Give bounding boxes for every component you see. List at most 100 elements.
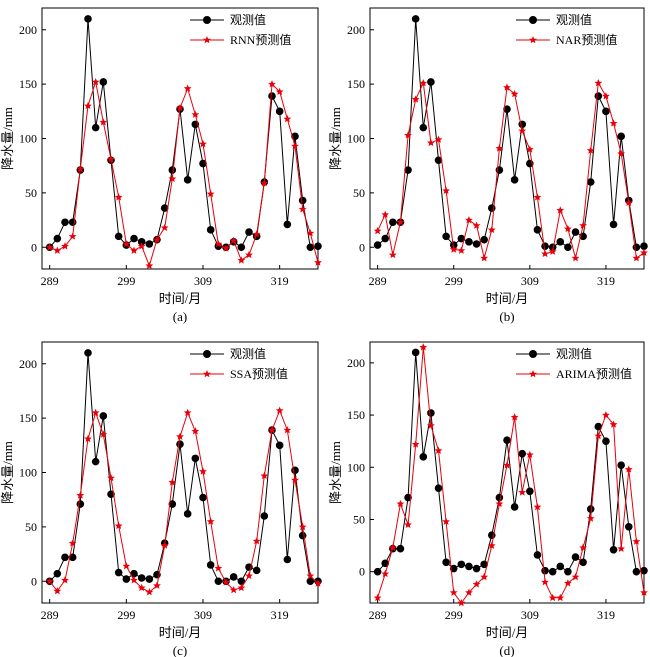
x-tick-label: 289 bbox=[369, 608, 387, 622]
y-axis-label: 降水量/mm bbox=[328, 107, 343, 170]
chart-legend: 观测值 ARIMA预测值 bbox=[516, 346, 632, 381]
predicted-data-point bbox=[541, 249, 549, 258]
observed-data-point bbox=[114, 568, 123, 577]
predicted-series-line bbox=[377, 347, 645, 604]
observed-data-point bbox=[594, 422, 603, 431]
observed-data-point bbox=[472, 240, 481, 248]
y-axis-label: 降水量/mm bbox=[328, 441, 343, 504]
predicted-data-point bbox=[518, 488, 527, 496]
predicted-data-point bbox=[480, 254, 489, 262]
observed-data-point bbox=[199, 493, 207, 502]
predicted-data-point bbox=[373, 226, 382, 235]
y-axis-label: 降水量/mm bbox=[0, 441, 15, 504]
predicted-series-line bbox=[49, 409, 319, 593]
y-tick-label: 50 bbox=[353, 512, 365, 526]
legend-predicted-marker bbox=[203, 370, 211, 378]
observed-data-point bbox=[145, 575, 154, 583]
observed-data-point bbox=[457, 234, 466, 243]
x-tick-label: 309 bbox=[194, 274, 212, 288]
x-tick-label: 299 bbox=[117, 274, 135, 288]
observed-data-point bbox=[411, 15, 420, 23]
observed-series-line bbox=[49, 18, 319, 249]
predicted-data-point bbox=[145, 261, 154, 270]
predicted-data-point bbox=[61, 576, 69, 584]
y-axis-label: 降水量/mm bbox=[0, 107, 15, 170]
observed-data-point bbox=[427, 78, 435, 86]
y-tick-label: 50 bbox=[25, 186, 37, 200]
observed-data-point bbox=[160, 204, 169, 212]
observed-data-point bbox=[510, 176, 519, 184]
chart-legend: 观测值 RNN预测值 bbox=[190, 12, 291, 47]
x-tick-label: 299 bbox=[117, 608, 135, 622]
legend-observed-label: 观测值 bbox=[230, 346, 266, 361]
observed-data-point bbox=[245, 228, 253, 236]
observed-data-point bbox=[252, 566, 261, 575]
y-tick-label: 50 bbox=[25, 520, 37, 534]
predicted-data-point bbox=[449, 588, 458, 596]
observed-data-point bbox=[632, 243, 641, 252]
y-tick-label: 200 bbox=[347, 23, 365, 37]
predicted-data-point bbox=[548, 593, 557, 602]
observed-data-point bbox=[617, 461, 625, 469]
observed-data-point bbox=[130, 234, 138, 243]
predicted-data-point bbox=[556, 593, 565, 602]
observed-data-point bbox=[442, 232, 450, 241]
y-tick-label: 150 bbox=[347, 77, 365, 91]
x-tick-label: 289 bbox=[41, 608, 59, 622]
predicted-data-point bbox=[472, 221, 481, 229]
observed-data-point bbox=[465, 562, 473, 571]
y-tick-label: 100 bbox=[347, 132, 365, 146]
observed-series-line bbox=[377, 352, 645, 573]
x-tick-label: 299 bbox=[445, 608, 463, 622]
observed-data-point bbox=[624, 522, 633, 531]
observed-data-point bbox=[137, 574, 146, 582]
x-tick-label: 319 bbox=[271, 608, 289, 622]
observed-data-point bbox=[237, 243, 246, 252]
legend-predicted-marker bbox=[203, 36, 211, 44]
observed-data-point bbox=[480, 235, 488, 244]
observed-data-point bbox=[594, 92, 603, 100]
observed-data-point bbox=[564, 567, 572, 576]
legend-predicted-label: RNN预测值 bbox=[230, 32, 291, 47]
predicted-data-point bbox=[53, 246, 62, 254]
observed-data-point bbox=[404, 493, 412, 502]
x-tick-label: 309 bbox=[521, 608, 539, 622]
x-tick-label: 289 bbox=[369, 274, 387, 288]
observed-data-point bbox=[91, 457, 100, 466]
observed-data-point bbox=[541, 566, 549, 575]
observed-data-point bbox=[434, 156, 443, 165]
observed-data-point bbox=[99, 78, 108, 86]
y-tick-label: 200 bbox=[19, 23, 37, 37]
observed-data-point bbox=[503, 436, 511, 444]
observed-data-point bbox=[84, 349, 92, 357]
observed-series-line bbox=[49, 352, 318, 582]
predicted-data-point bbox=[426, 138, 435, 147]
observed-data-point bbox=[130, 569, 138, 578]
observed-data-point bbox=[480, 560, 488, 569]
observed-data-point bbox=[564, 243, 572, 252]
observed-data-point bbox=[68, 553, 77, 562]
observed-data-point bbox=[419, 453, 428, 461]
x-axis-label: 时间/月 bbox=[486, 625, 529, 640]
panel-caption: (c) bbox=[173, 643, 187, 657]
observed-data-point bbox=[91, 123, 100, 132]
y-tick-label: 0 bbox=[359, 240, 365, 254]
observed-data-point bbox=[548, 243, 557, 252]
predicted-data-point bbox=[632, 254, 641, 262]
observed-data-point bbox=[586, 178, 595, 186]
observed-data-point bbox=[632, 567, 641, 576]
observed-data-point bbox=[275, 107, 284, 116]
legend-predicted-marker bbox=[529, 370, 537, 378]
predicted-data-point bbox=[571, 254, 580, 262]
x-axis-label: 时间/月 bbox=[159, 291, 202, 306]
predicted-data-point bbox=[457, 246, 466, 254]
predicted-data-point bbox=[237, 256, 246, 264]
legend-observed-marker bbox=[529, 16, 537, 24]
y-tick-label: 0 bbox=[359, 565, 365, 579]
legend-observed-label: 观测值 bbox=[556, 12, 592, 27]
observed-data-point bbox=[53, 569, 62, 578]
predicted-data-point bbox=[388, 250, 397, 259]
observed-data-point bbox=[373, 241, 382, 249]
observed-data-point bbox=[229, 573, 238, 581]
